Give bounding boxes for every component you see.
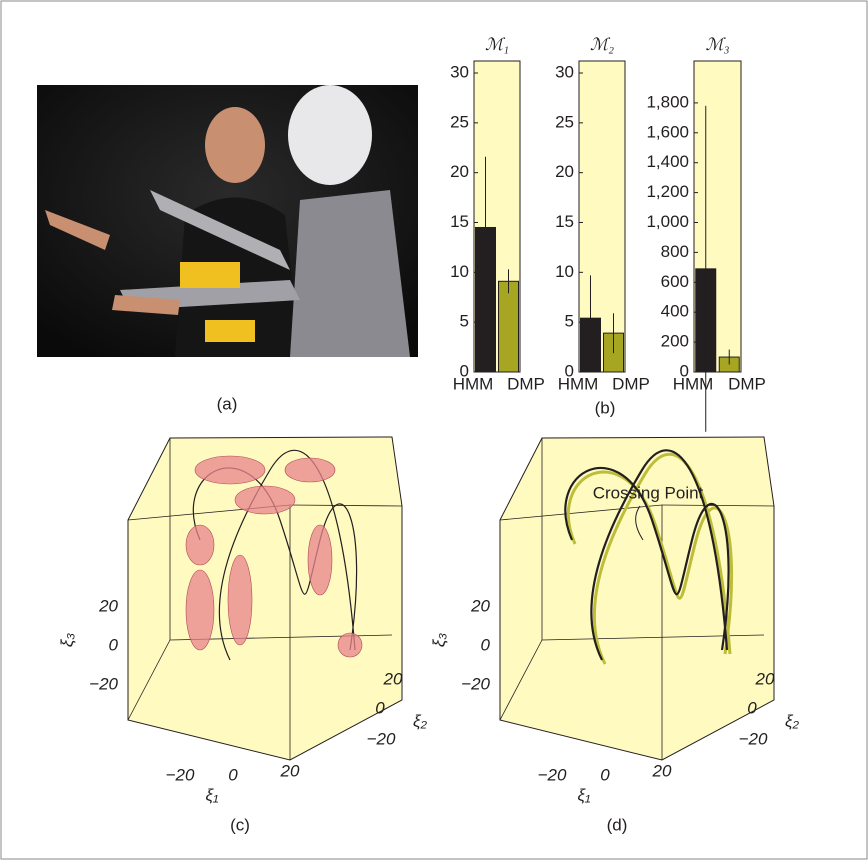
trajectory xyxy=(564,449,730,661)
box-edge xyxy=(289,504,403,507)
panel-label: (d) xyxy=(607,815,628,834)
gaussian-ellipsoid xyxy=(284,457,336,483)
z-axis-label: ξ₃ xyxy=(57,633,76,648)
x-tick-label: HMM xyxy=(453,374,494,393)
tick-label: 0 xyxy=(600,765,610,784)
tick-label: −20 xyxy=(89,674,118,693)
y-tick-label: 30 xyxy=(450,62,469,81)
x-tick-label: HMM xyxy=(558,374,599,393)
y-tick-label: 0 xyxy=(460,361,469,380)
tick-label: 20 xyxy=(652,761,672,780)
chart-title: ℳ₃ xyxy=(705,35,729,54)
gaussian-ellipsoid xyxy=(234,485,296,515)
box-edge xyxy=(127,639,171,721)
gaussian-ellipsoid xyxy=(194,455,266,485)
y-tick-label: 30 xyxy=(555,62,574,81)
tick-label: −20 xyxy=(739,729,768,748)
y-tick-label: 0 xyxy=(565,361,574,380)
trajectory xyxy=(567,452,734,665)
tick-label: −20 xyxy=(538,765,567,784)
x-axis-label: ξ₁ xyxy=(578,785,591,804)
gaussian-ellipsoid xyxy=(185,524,215,566)
y-tick-label: 1,400 xyxy=(646,152,689,171)
box-edge xyxy=(661,504,775,507)
y-tick-label: 0 xyxy=(680,361,689,380)
tick-label: 0 xyxy=(375,698,385,717)
gaussian-ellipsoid xyxy=(227,554,253,646)
gaussian-ellipsoid xyxy=(185,569,215,651)
tick-label: 0 xyxy=(109,635,119,654)
panel-label: (a) xyxy=(217,394,238,413)
y-tick-label: 1,000 xyxy=(646,212,689,231)
tick-label: 0 xyxy=(228,765,238,784)
tick-label: −20 xyxy=(166,765,195,784)
chart-title: ℳ₂ xyxy=(590,35,614,54)
box-edge xyxy=(499,639,543,721)
tick-label: 0 xyxy=(747,698,757,717)
tick-label: 20 xyxy=(98,596,118,615)
tick-label: 0 xyxy=(481,635,491,654)
y-tick-label: 20 xyxy=(450,162,469,181)
box-face xyxy=(127,436,403,761)
bar xyxy=(498,280,519,373)
y-tick-label: 600 xyxy=(661,272,689,291)
x-tick-label: DMP xyxy=(728,374,766,393)
panel-label: (c) xyxy=(230,815,250,834)
y-tick-label: 10 xyxy=(450,262,469,281)
x-tick-label: DMP xyxy=(612,374,650,393)
y-tick-label: 15 xyxy=(555,212,574,231)
z-axis-label: ξ₃ xyxy=(429,633,448,648)
annotation: Crossing Point xyxy=(593,483,704,502)
panel-label: (b) xyxy=(595,398,616,417)
x-tick-label: DMP xyxy=(507,374,545,393)
tick-label: 20 xyxy=(755,669,775,688)
tick-label: 20 xyxy=(470,596,490,615)
y-tick-label: 5 xyxy=(460,312,469,331)
x-tick-label: HMM xyxy=(673,374,714,393)
y-tick-label: 800 xyxy=(661,242,689,261)
y-tick-label: 1,800 xyxy=(646,92,689,111)
y-tick-label: 25 xyxy=(555,112,574,131)
y-axis-label: ξ₂ xyxy=(413,711,428,730)
annotation-leader xyxy=(635,505,644,541)
gaussian-ellipsoid xyxy=(337,632,363,658)
y-axis-label: ξ₂ xyxy=(785,711,800,730)
tick-label: 20 xyxy=(280,761,300,780)
chart-title: ℳ₁ xyxy=(485,35,509,54)
y-tick-label: 1,200 xyxy=(646,182,689,201)
y-tick-label: 1,600 xyxy=(646,122,689,141)
y-tick-label: 20 xyxy=(555,162,574,181)
y-tick-label: 15 xyxy=(450,212,469,231)
gaussian-ellipsoid xyxy=(307,524,333,596)
tick-label: −20 xyxy=(461,674,490,693)
y-tick-label: 10 xyxy=(555,262,574,281)
box-edge xyxy=(499,504,663,521)
y-tick-label: 200 xyxy=(661,332,689,351)
y-tick-label: 25 xyxy=(450,112,469,131)
photo xyxy=(37,85,418,357)
x-axis-label: ξ₁ xyxy=(206,785,219,804)
tick-label: 20 xyxy=(383,669,403,688)
y-tick-label: 5 xyxy=(565,312,574,331)
tick-label: −20 xyxy=(367,729,396,748)
y-tick-label: 400 xyxy=(661,302,689,321)
